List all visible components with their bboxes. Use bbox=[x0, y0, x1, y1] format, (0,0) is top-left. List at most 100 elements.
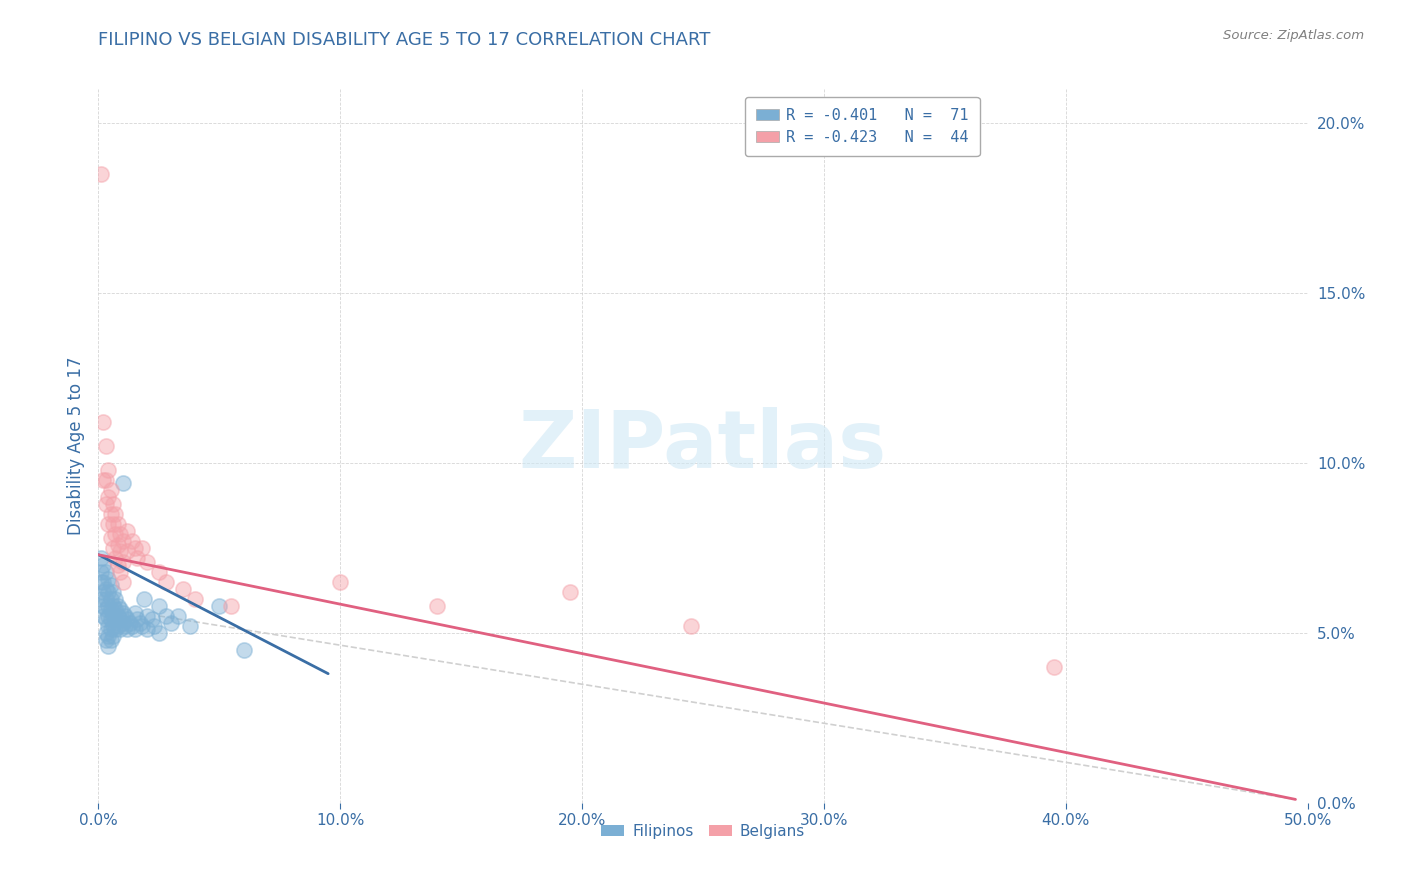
Point bbox=[94, 626, 117, 640]
Point bbox=[97, 608, 120, 623]
Point bbox=[104, 612, 127, 626]
Point bbox=[104, 591, 127, 606]
Point bbox=[91, 574, 114, 589]
Point bbox=[100, 578, 122, 592]
Point bbox=[108, 544, 131, 558]
Point bbox=[108, 623, 131, 637]
Point bbox=[97, 572, 120, 586]
Point bbox=[143, 619, 166, 633]
Point bbox=[101, 497, 124, 511]
Point bbox=[104, 551, 127, 566]
Point bbox=[148, 565, 170, 579]
Point bbox=[107, 517, 129, 532]
Point bbox=[104, 527, 127, 541]
Point bbox=[97, 490, 120, 504]
Point bbox=[94, 612, 117, 626]
Point bbox=[117, 524, 139, 538]
Point bbox=[94, 582, 117, 596]
Point bbox=[208, 599, 231, 613]
Point bbox=[221, 599, 243, 613]
Point bbox=[179, 619, 201, 633]
Point bbox=[104, 507, 127, 521]
Point bbox=[94, 473, 117, 487]
Point bbox=[100, 591, 122, 606]
Point bbox=[135, 608, 157, 623]
Point bbox=[100, 483, 122, 498]
Point bbox=[148, 599, 170, 613]
Point bbox=[100, 623, 122, 637]
Point bbox=[100, 632, 122, 647]
Point bbox=[108, 612, 131, 626]
Point bbox=[101, 608, 124, 623]
Point bbox=[97, 629, 120, 643]
Point bbox=[94, 602, 117, 616]
Point bbox=[94, 439, 117, 453]
Point bbox=[101, 541, 124, 555]
Point bbox=[127, 612, 149, 626]
Point bbox=[90, 551, 112, 566]
Y-axis label: Disability Age 5 to 17: Disability Age 5 to 17 bbox=[66, 357, 84, 535]
Point bbox=[114, 608, 136, 623]
Point bbox=[90, 574, 112, 589]
Point bbox=[135, 623, 157, 637]
Point bbox=[97, 463, 120, 477]
Point bbox=[114, 619, 136, 633]
Point bbox=[128, 615, 150, 630]
Point bbox=[160, 615, 183, 630]
Point bbox=[184, 591, 207, 606]
Point bbox=[111, 476, 134, 491]
Point bbox=[101, 599, 124, 613]
Point bbox=[1042, 660, 1064, 674]
Point bbox=[167, 608, 190, 623]
Point bbox=[97, 640, 120, 654]
Point bbox=[118, 615, 141, 630]
Point bbox=[111, 555, 134, 569]
Point bbox=[155, 608, 177, 623]
Point bbox=[107, 558, 129, 572]
Legend: Filipinos, Belgians: Filipinos, Belgians bbox=[595, 818, 811, 845]
Point bbox=[329, 574, 352, 589]
Point bbox=[558, 585, 581, 599]
Point bbox=[134, 591, 156, 606]
Point bbox=[97, 599, 120, 613]
Point bbox=[91, 585, 114, 599]
Point bbox=[104, 623, 127, 637]
Point bbox=[127, 551, 149, 566]
Point bbox=[94, 497, 117, 511]
Point bbox=[111, 615, 134, 630]
Point bbox=[232, 643, 254, 657]
Point bbox=[121, 534, 143, 549]
Point bbox=[124, 606, 146, 620]
Point bbox=[131, 619, 153, 633]
Point bbox=[91, 415, 114, 429]
Point bbox=[155, 574, 177, 589]
Point bbox=[104, 602, 127, 616]
Point bbox=[100, 602, 122, 616]
Point bbox=[100, 612, 122, 626]
Point bbox=[111, 606, 134, 620]
Point bbox=[117, 544, 139, 558]
Point bbox=[94, 591, 117, 606]
Text: Source: ZipAtlas.com: Source: ZipAtlas.com bbox=[1223, 29, 1364, 42]
Text: ZIPatlas: ZIPatlas bbox=[519, 407, 887, 485]
Point bbox=[100, 531, 122, 545]
Point bbox=[90, 591, 112, 606]
Point bbox=[135, 555, 157, 569]
Point bbox=[97, 619, 120, 633]
Point bbox=[100, 507, 122, 521]
Point bbox=[107, 599, 129, 613]
Point bbox=[91, 608, 114, 623]
Point bbox=[117, 612, 139, 626]
Point bbox=[91, 599, 114, 613]
Point bbox=[91, 473, 114, 487]
Point bbox=[108, 527, 131, 541]
Point bbox=[148, 626, 170, 640]
Point bbox=[101, 517, 124, 532]
Point bbox=[679, 619, 702, 633]
Point bbox=[111, 574, 134, 589]
Point bbox=[101, 629, 124, 643]
Point bbox=[121, 619, 143, 633]
Point bbox=[108, 602, 131, 616]
Point bbox=[141, 612, 163, 626]
Point bbox=[124, 623, 146, 637]
